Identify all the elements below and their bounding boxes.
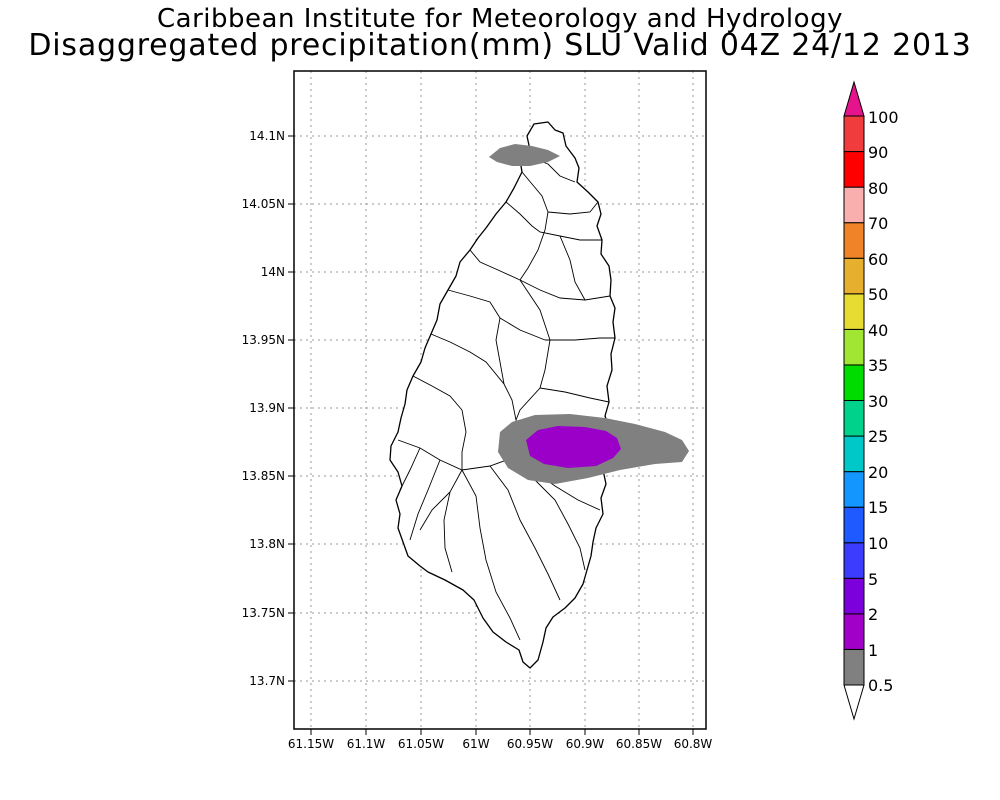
colorbar-label: 40 (868, 321, 888, 340)
lat-label: 14N (261, 265, 285, 279)
colorbar-labels: 0.5 1 2 5 10 15 20 25 30 35 40 50 60 70 … (868, 108, 899, 695)
colorbar-label: 90 (868, 143, 888, 162)
axis-ticks (288, 135, 694, 735)
map-frame (293, 70, 707, 730)
colorbar-box (843, 577, 865, 615)
lon-label: 60.9W (566, 737, 605, 751)
lat-label: 14.1N (249, 129, 285, 143)
lat-label: 13.8N (249, 537, 285, 551)
colorbar-box (843, 506, 865, 544)
lon-label: 61.05W (398, 737, 444, 751)
longitude-labels: 61.15W 61.1W 61.05W 61W 60.95W 60.9W 60.… (288, 737, 713, 751)
colorbar-box (843, 648, 865, 686)
lon-label: 61.15W (288, 737, 334, 751)
colorbar-high-arrow (843, 80, 865, 117)
colorbar-label: 5 (868, 570, 878, 589)
colorbar-label: 80 (868, 179, 888, 198)
lat-label: 14.05N (242, 197, 285, 211)
colorbar-label: 0.5 (868, 676, 893, 695)
lat-label: 13.95N (242, 333, 285, 347)
colorbar-box (843, 151, 865, 188)
colorbar-box (843, 542, 865, 579)
colorbar-label: 20 (868, 463, 888, 482)
title-line-2: Disaggregated precipitation(mm) SLU Vali… (28, 28, 972, 63)
colorbar-label: 2 (868, 605, 878, 624)
lat-label: 13.9N (249, 401, 285, 415)
colorbar-box (843, 613, 865, 650)
precipitation-shading (489, 144, 689, 484)
colorbar-label: 10 (868, 534, 888, 553)
colorbar-boxes (843, 115, 865, 686)
colorbar-label: 60 (868, 250, 888, 269)
colorbar-box (843, 364, 865, 402)
colorbar-label: 35 (868, 356, 888, 375)
colorbar-low-arrow (843, 684, 865, 721)
colorbar-box (843, 293, 865, 330)
colorbar-box (843, 115, 865, 153)
lon-label: 60.8W (674, 737, 713, 751)
colorbar-label: 1 (868, 641, 878, 660)
precip-area-north (489, 144, 560, 166)
lat-label: 13.85N (242, 469, 285, 483)
colorbar-box (843, 328, 865, 366)
colorbar: 0.5 1 2 5 10 15 20 25 30 35 40 50 60 70 … (843, 80, 899, 721)
island-land (389, 121, 616, 669)
colorbar-box (843, 435, 865, 473)
watershed-boundaries (397, 157, 615, 641)
lat-label: 13.7N (249, 674, 285, 688)
title-line-1: Caribbean Institute for Meteorology and … (157, 4, 843, 34)
colorbar-label: 25 (868, 427, 888, 446)
latitude-labels: 14.1N 14.05N 14N 13.95N 13.9N 13.85N 13.… (242, 129, 285, 688)
colorbar-label: 15 (868, 498, 888, 517)
colorbar-box (843, 400, 865, 437)
lon-label: 60.95W (507, 737, 553, 751)
colorbar-box (843, 222, 865, 259)
precip-area-core (526, 426, 621, 468)
colorbar-label: 50 (868, 285, 888, 304)
colorbar-box (843, 257, 865, 295)
colorbar-label: 100 (868, 108, 899, 127)
lon-label: 60.85W (616, 737, 662, 751)
colorbar-box (843, 186, 865, 224)
lon-label: 61W (462, 737, 489, 751)
lon-label: 61.1W (347, 737, 386, 751)
colorbar-label: 70 (868, 214, 888, 233)
lat-label: 13.75N (242, 606, 285, 620)
colorbar-box (843, 471, 865, 508)
colorbar-label: 30 (868, 392, 888, 411)
